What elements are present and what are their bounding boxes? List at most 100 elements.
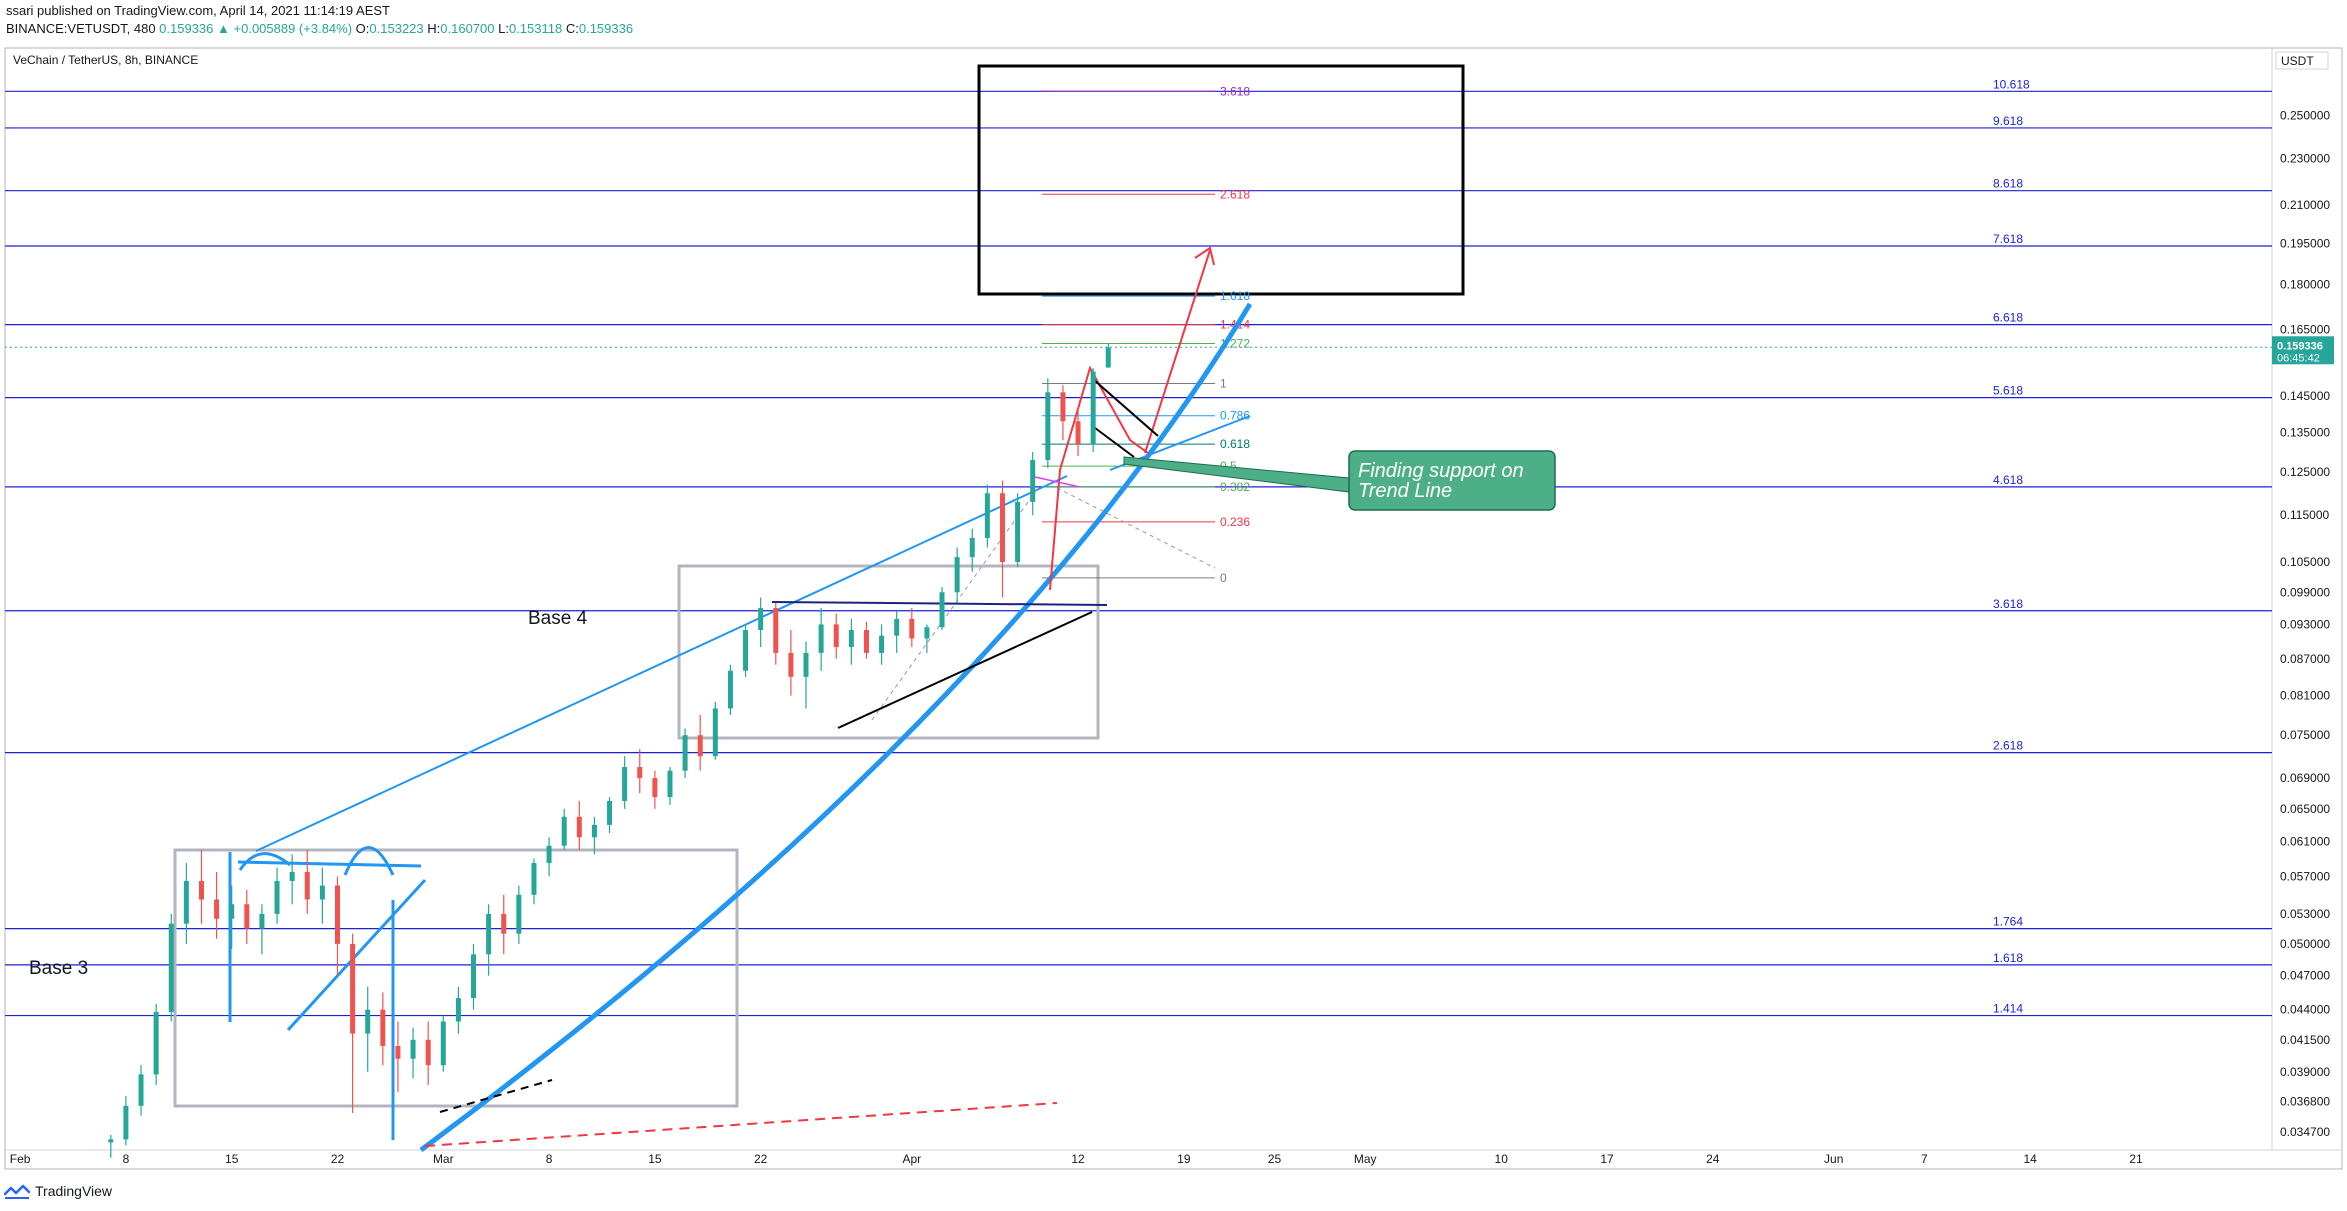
candle-body bbox=[334, 885, 340, 944]
x-tick-label: 17 bbox=[1600, 1152, 1614, 1166]
candle-body bbox=[622, 767, 628, 801]
candles bbox=[108, 342, 1111, 1158]
candle-body bbox=[939, 592, 945, 628]
x-tick-label: Jun bbox=[1824, 1152, 1843, 1166]
base3-rising-line[interactable] bbox=[286, 878, 427, 1032]
candle-body bbox=[471, 954, 477, 999]
base3-label: Base 3 bbox=[29, 958, 88, 979]
y-tick-label: 0.125000 bbox=[2280, 465, 2330, 479]
level-label: 1.764 bbox=[1993, 915, 2023, 929]
fib-level-label: 0.618 bbox=[1220, 437, 1250, 451]
candle-body bbox=[1030, 460, 1036, 502]
candle-body bbox=[183, 880, 189, 924]
chart-frame bbox=[4, 47, 2343, 1170]
symbol-timeframe: BINANCE:VETUSDT, 480 bbox=[6, 21, 156, 36]
currency-badge[interactable]: USDT bbox=[2275, 51, 2329, 70]
open-label: O: bbox=[355, 21, 370, 36]
candle-body bbox=[561, 816, 567, 846]
candle-body bbox=[743, 630, 749, 671]
candle-body bbox=[591, 824, 597, 838]
price-badge-value: 0.159336 bbox=[2277, 340, 2323, 352]
magenta-marker bbox=[1034, 476, 1081, 488]
y-tick-label: 0.039000 bbox=[2280, 1065, 2330, 1079]
y-tick-label: 0.050000 bbox=[2280, 937, 2330, 951]
candle-body bbox=[108, 1139, 114, 1143]
y-tick-label: 0.047000 bbox=[2280, 969, 2330, 983]
candle-body bbox=[1060, 392, 1066, 422]
candle-body bbox=[214, 899, 220, 919]
target-arrow bbox=[1144, 249, 1211, 454]
base4-resistance-line[interactable] bbox=[771, 601, 1108, 606]
candle-body bbox=[395, 1046, 401, 1059]
candle-body bbox=[818, 624, 824, 653]
level-label: 5.618 bbox=[1993, 384, 2023, 398]
candle-body bbox=[259, 913, 265, 929]
x-tick-label: Feb bbox=[10, 1152, 31, 1166]
dashed-black-line bbox=[439, 1079, 553, 1113]
base3-neckline[interactable] bbox=[237, 860, 422, 868]
candle-body bbox=[365, 1009, 371, 1034]
x-tick-label: 14 bbox=[2024, 1152, 2038, 1166]
candle-body bbox=[289, 871, 295, 881]
candle-body bbox=[546, 845, 552, 864]
y-tick-label: 0.075000 bbox=[2280, 728, 2330, 742]
high-value: 0.160700 bbox=[440, 21, 495, 36]
base4-support-line[interactable] bbox=[837, 611, 1093, 729]
time-axis[interactable]: Feb 8 15 22 Mar 8 15 22 Apr 12 19 25 May 10 17 24 Jun 7 14… bbox=[10, 1152, 2143, 1166]
y-tick-label: 0.036800 bbox=[2280, 1095, 2330, 1109]
close-value: 0.159336 bbox=[578, 21, 634, 36]
level-label: 7.618 bbox=[1993, 232, 2023, 246]
candle-body bbox=[440, 1021, 446, 1066]
level-label: 4.618 bbox=[1993, 473, 2023, 487]
price-change: ▲ +0.005889 (+3.84%) bbox=[217, 21, 353, 36]
candle-body bbox=[486, 913, 492, 955]
level-label: 10.618 bbox=[1993, 77, 2030, 91]
candle-body bbox=[168, 923, 174, 1013]
level-label: 9.618 bbox=[1993, 114, 2023, 128]
candle-body bbox=[274, 880, 280, 914]
target-box[interactable] bbox=[977, 64, 1465, 296]
x-tick-label: 22 bbox=[754, 1152, 768, 1166]
tradingview-brand: TradingView bbox=[35, 1183, 113, 1199]
callout-box[interactable] bbox=[1348, 450, 1556, 511]
y-tick-label: 0.230000 bbox=[2280, 151, 2330, 165]
y-tick-label: 0.061000 bbox=[2280, 835, 2330, 849]
candle-body bbox=[229, 904, 235, 919]
y-tick-label: 0.105000 bbox=[2280, 555, 2330, 569]
chart-title: VeChain / TetherUS, 8h, BINANCE bbox=[13, 53, 198, 67]
candle-body bbox=[909, 618, 915, 639]
candle-body bbox=[984, 493, 990, 539]
candle-body bbox=[999, 493, 1005, 562]
y-tick-label: 0.087000 bbox=[2280, 652, 2330, 666]
candle-body bbox=[848, 630, 854, 648]
candle-body bbox=[1105, 347, 1111, 368]
x-tick-label: 8 bbox=[546, 1152, 553, 1166]
candle-body bbox=[531, 863, 537, 895]
long-trend-line[interactable] bbox=[255, 475, 1068, 852]
parabolic-curve[interactable] bbox=[419, 302, 1253, 1153]
y-tick-label: 0.034700 bbox=[2280, 1125, 2330, 1139]
candle-body bbox=[773, 608, 779, 653]
fib-extension[interactable]: 3.6182.6181.6181.4141.27210.7860.6180.50… bbox=[1042, 84, 1250, 585]
fib-level-label: 0.786 bbox=[1220, 409, 1250, 423]
y-tick-label: 0.081000 bbox=[2280, 689, 2330, 703]
candle-body bbox=[576, 816, 582, 838]
candle-body bbox=[833, 624, 839, 648]
level-label: 2.618 bbox=[1993, 739, 2023, 753]
y-tick-label: 0.099000 bbox=[2280, 585, 2330, 599]
candle-body bbox=[712, 708, 718, 757]
base4-label: Base 4 bbox=[528, 608, 588, 629]
level-label: 8.618 bbox=[1993, 177, 2023, 191]
low-label: L: bbox=[498, 21, 509, 36]
base3-box[interactable] bbox=[173, 848, 739, 1108]
candle-body bbox=[350, 943, 356, 1034]
currency-label: USDT bbox=[2281, 54, 2314, 68]
horizontal-levels: 10.6189.6188.6187.6186.6185.6184.6183.61… bbox=[5, 77, 2272, 1017]
tradingview-footer[interactable]: TradingView bbox=[4, 1183, 112, 1199]
price-axis[interactable]: 0.250000 0.230000 0.210000 0.195000 0.180000… bbox=[2280, 108, 2330, 1138]
base4-box[interactable] bbox=[677, 564, 1100, 740]
fib-guide-2 bbox=[1056, 487, 1216, 569]
candle-body bbox=[380, 1009, 386, 1047]
level-label: 1.618 bbox=[1993, 951, 2023, 965]
